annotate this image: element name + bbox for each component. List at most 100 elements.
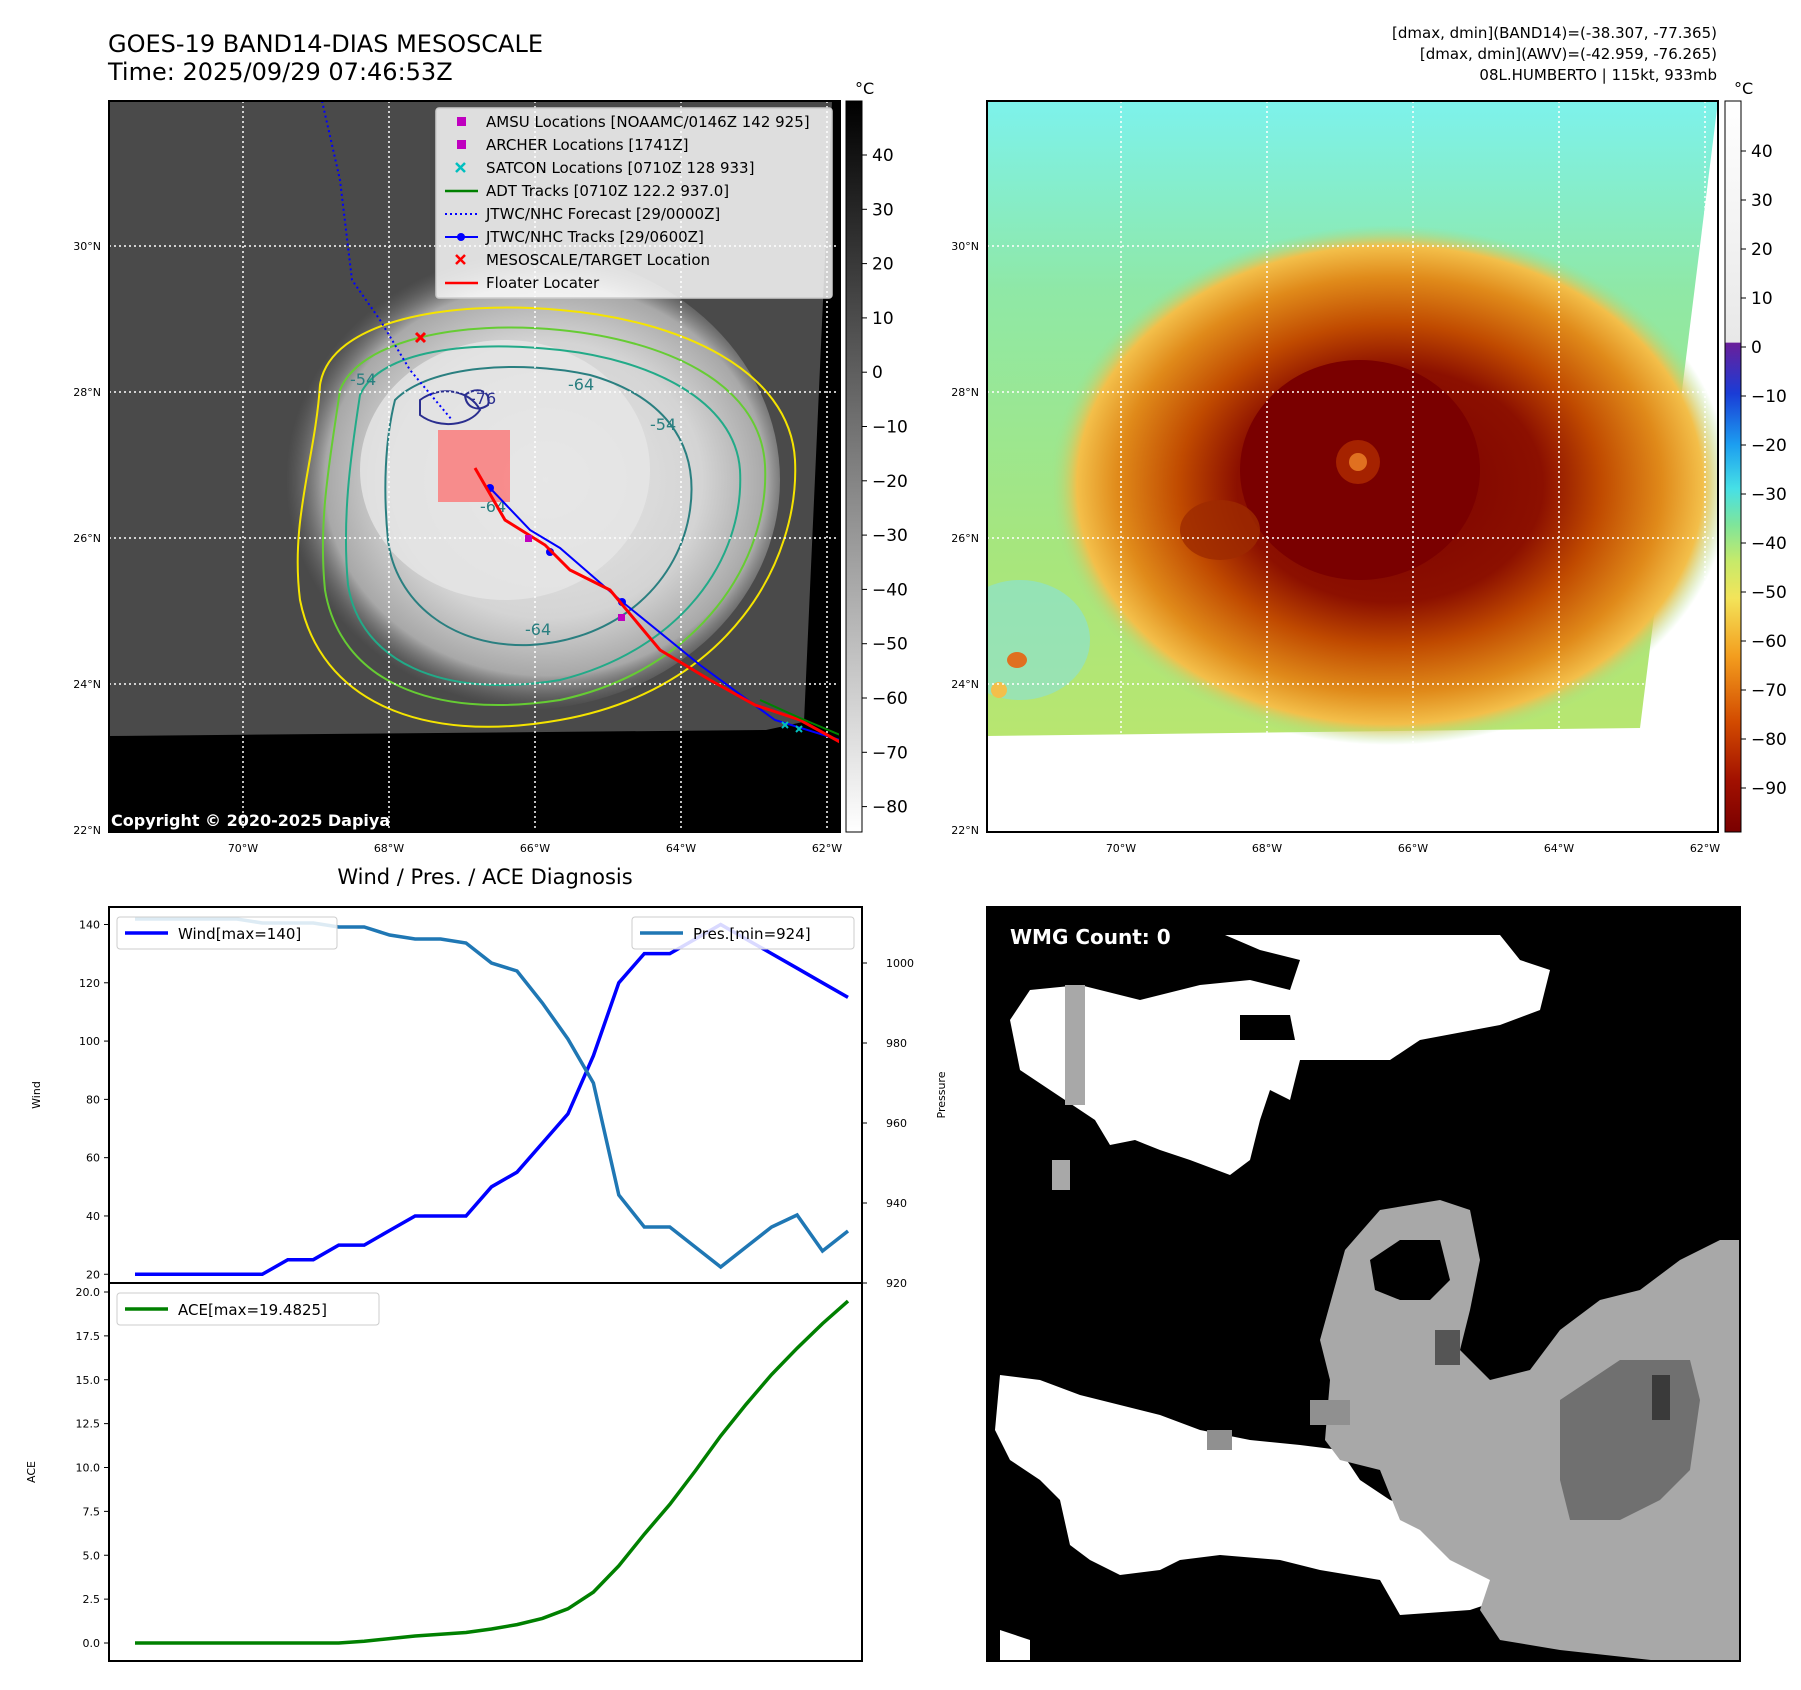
colorbar-tick-label: 10 (1751, 289, 1773, 309)
colorbar-tick-label: 10 (872, 309, 894, 329)
lon-label: 66°W (1398, 842, 1428, 855)
lat-label: 30°N (73, 240, 101, 253)
colorbar-tick-label: 0 (872, 363, 883, 383)
color-colorbar: °C 40 30 20 10 0 −10 −20 −30 −40 −50 −60 −70 −80 −90 (1724, 79, 1787, 833)
contour-label: -64 (568, 375, 594, 394)
color-axis-labels: 30°N 28°N 26°N 24°N 22°N 70°W 68°W 66°W … (951, 240, 1720, 855)
ace-tick-label: 0.0 (83, 1637, 101, 1650)
lat-label: 26°N (73, 532, 101, 545)
lon-label: 70°W (1106, 842, 1136, 855)
floater-track (473, 467, 840, 744)
colorbar-tick-label: −70 (872, 743, 908, 763)
ace-axis-label: ACE (25, 1461, 38, 1483)
wind-tick-label: 40 (86, 1210, 100, 1223)
chart-title: Wind / Pres. / ACE Diagnosis (337, 865, 632, 889)
ace-chart: ACE 20.0 17.5 15.0 12.5 10.0 7.5 5.0 2.5 0.0 ACE[… (25, 1282, 863, 1662)
legend-label: ADT Tracks [0710Z 122.2 937.0] (486, 182, 729, 200)
ace-tick-label: 12.5 (76, 1418, 101, 1431)
lon-label: 64°W (666, 842, 696, 855)
dmax-awv: [dmax, dmin](AWV)=(-42.959, -76.265) (1420, 45, 1717, 63)
legend-marker-square (457, 140, 466, 149)
colorbar-tick-label: −50 (1751, 583, 1787, 603)
ace-tick-label: 20.0 (76, 1286, 101, 1299)
lon-label: 70°W (228, 842, 258, 855)
figure-title: GOES-19 BAND14-DIAS MESOSCALE (108, 30, 543, 58)
copyright-text: Copyright © 2020-2025 Dapiya (111, 811, 390, 830)
wind-tick-label: 100 (79, 1035, 100, 1048)
archer-marker (525, 535, 532, 542)
lon-label: 64°W (1544, 842, 1574, 855)
colorbar-unit: °C (855, 79, 874, 98)
legend-label: MESOSCALE/TARGET Location (486, 251, 710, 269)
ir-colorbar: °C 40 30 20 10 0 −10 −20 −30 −40 −50 −60 −70 −80 (845, 79, 908, 833)
pressure-axis-label: Pressure (935, 1071, 948, 1118)
map-legend: AMSU Locations [NOAAMC/0146Z 142 925] ARC… (435, 107, 833, 299)
colorbar-tick-label: −40 (1751, 534, 1787, 554)
colorbar-tick-label: 40 (872, 146, 894, 166)
legend-label: ARCHER Locations [1741Z] (486, 136, 689, 154)
color-image-panel (986, 100, 1719, 833)
ace-tick-label: 5.0 (83, 1549, 101, 1562)
colorbar-tick-label: 30 (1751, 191, 1773, 211)
ace-tick-label: 17.5 (76, 1330, 101, 1343)
legend-label: JTWC/NHC Forecast [29/0000Z] (485, 205, 720, 223)
legend-marker-x (455, 162, 466, 173)
legend-label: SATCON Locations [0710Z 128 933] (486, 159, 754, 177)
lon-label: 62°W (1690, 842, 1720, 855)
pressure-tick-label: 1000 (886, 957, 914, 970)
colorbar-tick-label: −30 (1751, 485, 1787, 505)
wmg-panel: WMG Count: 0 (986, 906, 1741, 1662)
contour-label: -76 (470, 389, 496, 408)
colorbar-tick-label: 20 (872, 255, 894, 275)
ir-axis-labels: 30°N 28°N 26°N 24°N 22°N 70°W 68°W 66°W … (73, 240, 842, 855)
pressure-tick-label: 940 (886, 1197, 907, 1210)
colorbar-tick-label: −10 (1751, 387, 1787, 407)
wind-tick-label: 140 (79, 918, 100, 931)
ace-tick-label: 2.5 (83, 1593, 101, 1606)
colorbar-tick-label: 40 (1751, 142, 1773, 162)
legend-marker-dot (457, 233, 465, 241)
wind-tick-label: 60 (86, 1152, 100, 1165)
legend-label: AMSU Locations [NOAAMC/0146Z 142 925] (486, 113, 810, 131)
colorbar-tick-label: 0 (1751, 338, 1762, 358)
wind-legend-box (116, 916, 338, 950)
dmax-band14: [dmax, dmin](BAND14)=(-38.307, -77.365) (1392, 24, 1717, 42)
amsu-marker (618, 614, 625, 621)
colorbar-tick-label: −60 (872, 689, 908, 709)
ace-tick-label: 10.0 (76, 1462, 101, 1475)
lat-label: 30°N (951, 240, 979, 253)
colorbar-tick-label: −70 (1751, 681, 1787, 701)
colorbar-tick-label: −20 (872, 472, 908, 492)
colorbar-tick-label: −80 (1751, 730, 1787, 750)
lat-label: 22°N (73, 824, 101, 837)
pressure-tick-label: 960 (886, 1117, 907, 1130)
colorbar-tick-label: −30 (872, 526, 908, 546)
colorbar-tick-label: −50 (872, 635, 908, 655)
lat-label: 28°N (951, 386, 979, 399)
lat-label: 24°N (73, 678, 101, 691)
storm-info: 08L.HUMBERTO | 115kt, 933mb (1479, 66, 1717, 84)
wind-tick-label: 20 (86, 1268, 100, 1281)
lon-label: 62°W (812, 842, 842, 855)
ace-legend-box (116, 1292, 380, 1326)
colorbar-tick-label: −40 (872, 580, 908, 600)
target-box (438, 430, 510, 502)
legend-marker-square (457, 117, 466, 126)
ace-tick-label: 15.0 (76, 1374, 101, 1387)
lon-label: 68°W (374, 842, 404, 855)
lon-label: 66°W (520, 842, 550, 855)
ir-image-panel: -54 -64 -76 -54 -64 -64 (108, 100, 841, 833)
legend-label: JTWC/NHC Tracks [29/0600Z] (485, 228, 704, 246)
legend-items: AMSU Locations [NOAAMC/0146Z 142 925] ARC… (445, 113, 810, 292)
lat-label: 22°N (951, 824, 979, 837)
lon-label: 68°W (1252, 842, 1282, 855)
contour-label: -64 (525, 620, 551, 639)
target-marker (414, 331, 427, 344)
contour-label: -54 (650, 415, 676, 434)
wind-axis-label: Wind (30, 1081, 43, 1109)
pressure-legend-box (631, 916, 855, 950)
wmg-count: WMG Count: 0 (1010, 925, 1171, 949)
colorbar-tick-label: 20 (1751, 240, 1773, 260)
pressure-tick-label: 980 (886, 1037, 907, 1050)
wind-tick-label: 120 (79, 977, 100, 990)
